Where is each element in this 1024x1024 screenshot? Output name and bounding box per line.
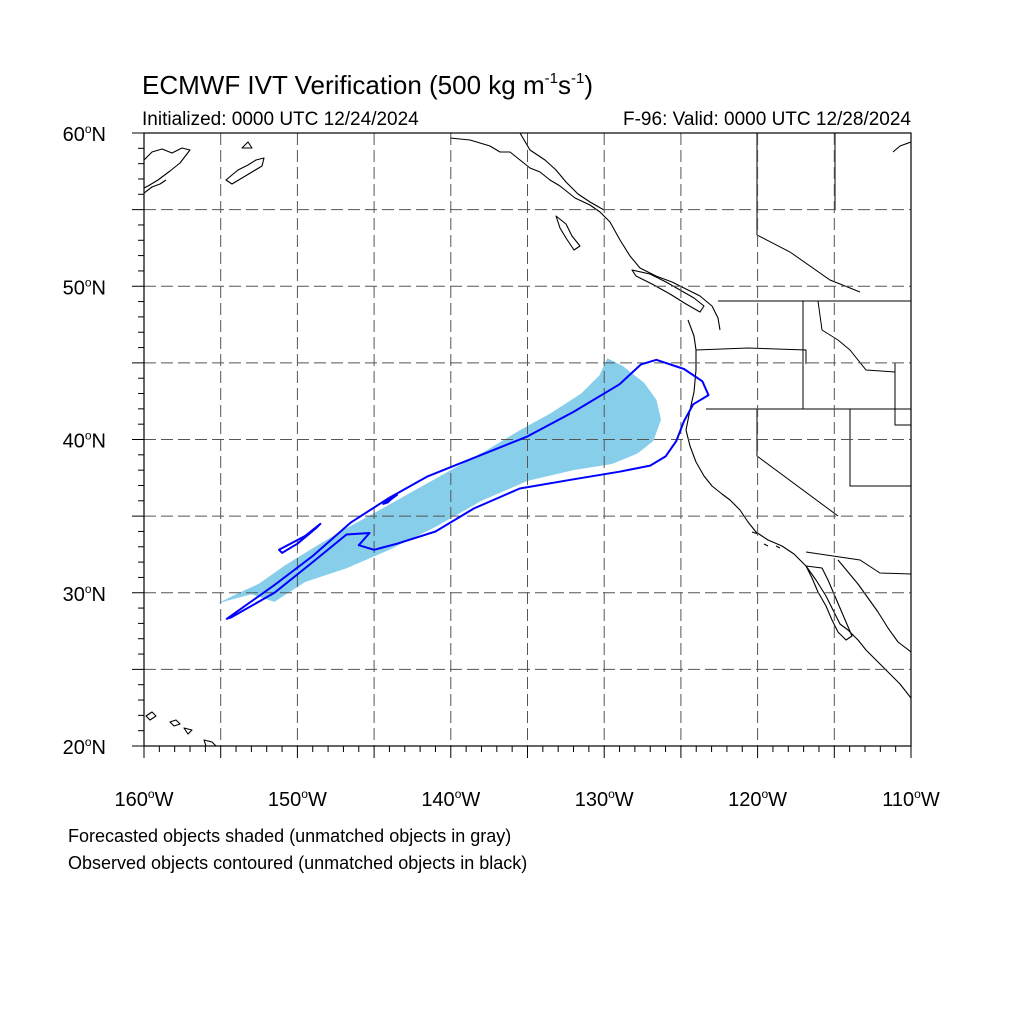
lon-tick-label: 120oW: [728, 787, 787, 811]
kodiak-island: [225, 157, 265, 185]
observed-ivt-contour: [225, 358, 710, 620]
hawaii-island-2: [169, 719, 181, 727]
lon-tick-label: 140oW: [421, 787, 480, 811]
map-title: ECMWF IVT Verification (500 kg m-1s-1): [142, 70, 593, 100]
wa-or-border: [695, 347, 807, 364]
mt-id-border: [817, 300, 896, 373]
alaska-panhandle: [519, 133, 605, 211]
nevada-ut-border: [849, 409, 911, 487]
baja-california: [805, 565, 853, 641]
lon-tick-label: 130oW: [575, 787, 634, 811]
lat-tick-label: 40oN: [63, 429, 106, 453]
lat-tick-label: 20oN: [63, 735, 106, 759]
lon-tick-label: 160oW: [115, 787, 174, 811]
channel-islands: [751, 531, 781, 549]
wy-border: [894, 363, 911, 426]
initialized-label: Initialized: 0000 UTC 12/24/2024: [142, 109, 419, 130]
hawaii-island-4: [203, 739, 217, 746]
hawaii-island-3: [183, 727, 193, 735]
lat-tick-label: 50oN: [63, 275, 106, 299]
observed-ivt-contour: [278, 522, 322, 554]
bc-coastline: [449, 137, 721, 331]
forecast-legend-note: Forecasted objects shaded (unmatched obj…: [68, 826, 512, 846]
us-mexico-border: [805, 551, 911, 575]
observed-ivt-contour: [382, 493, 399, 505]
lat-tick-label: 30oN: [63, 582, 106, 606]
lon-tick-label: 150oW: [268, 787, 327, 811]
canada-coast-fragment: [892, 141, 911, 153]
vancouver-island: [631, 269, 705, 313]
haida-gwaii: [555, 215, 581, 251]
us-west-coastline: [685, 319, 911, 699]
hawaii-island-1: [145, 711, 157, 721]
alaska-coastline: [144, 147, 191, 194]
lon-tick-label: 110oW: [882, 787, 940, 811]
forecast-ivt-object: [217, 358, 661, 604]
lat-tick-label: 60oN: [63, 122, 106, 146]
nevada-ca-border: [756, 409, 839, 517]
alaska-island-small: [241, 141, 253, 149]
observed-legend-note: Observed objects contoured (unmatched ob…: [68, 853, 528, 873]
mexico-mainland-coast: [837, 559, 911, 653]
valid-time-label: F-96: Valid: 0000 UTC 12/28/2024: [623, 109, 911, 130]
ak-bc-border: [756, 133, 861, 293]
